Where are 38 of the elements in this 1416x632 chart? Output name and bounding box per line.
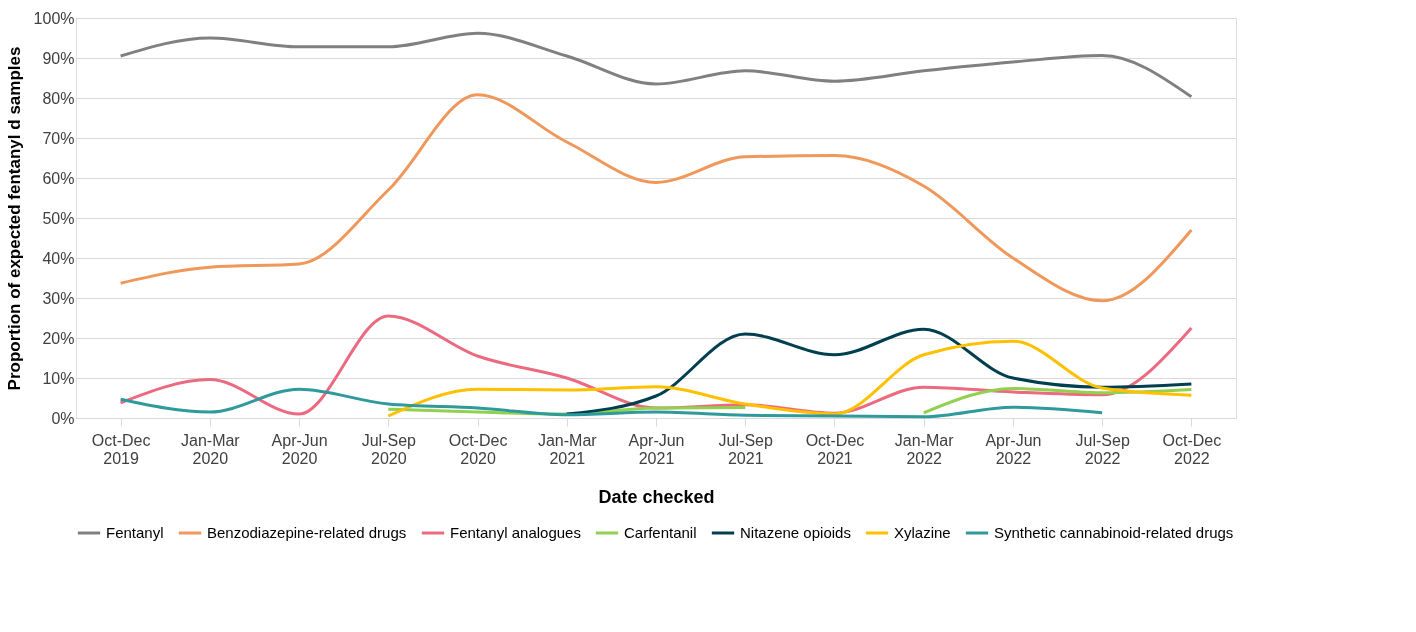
x-tick-label: Jan-Mar 2021	[537, 431, 598, 467]
legend-label: Carfentanil	[624, 524, 697, 541]
legend-label: Nitazene opioids	[740, 524, 851, 541]
y-tick-label: 60%	[42, 169, 75, 187]
line-series	[119, 31, 1193, 99]
x-tick-label: Oct-Dec 2020	[448, 431, 508, 467]
y-tick-label: 30%	[42, 289, 75, 307]
y-tick-label: 90%	[42, 49, 75, 67]
legend-label: Benzodiazepine-related drugs	[207, 524, 407, 541]
x-tick-label: Jul-Sep 2022	[1075, 431, 1130, 467]
y-tick-label: 40%	[42, 249, 75, 267]
line-series	[565, 327, 1193, 416]
legend-label: Xylazine	[894, 524, 951, 541]
line-series	[119, 387, 1104, 419]
line-series	[386, 339, 1193, 418]
x-tick-label: Apr-Jun 2021	[628, 431, 685, 467]
x-tick-label: Jul-Sep 2021	[718, 431, 773, 467]
line-series	[119, 93, 1193, 303]
x-tick-label: Jul-Sep 2020	[361, 431, 417, 467]
x-tick-label: Apr-Jun 2022	[985, 431, 1042, 467]
y-tick-label: 100%	[33, 9, 75, 27]
y-tick-label: 70%	[42, 129, 75, 147]
x-tick-label: Oct-Dec 2021	[805, 431, 865, 467]
x-tick-label: Oct-Dec 2022	[1162, 431, 1222, 467]
legend-label: Fentanyl	[106, 524, 164, 541]
y-tick-label: 80%	[42, 89, 75, 107]
y-tick-label: 10%	[42, 369, 75, 387]
x-tick-label: Apr-Jun 2020	[271, 431, 328, 467]
y-axis-title: Proportion of expected fentanyl d samples	[4, 46, 24, 391]
legend-label: Synthetic cannabinoid-related drugs	[994, 524, 1234, 541]
y-tick-label: 50%	[42, 209, 75, 227]
y-tick-label: 20%	[42, 329, 75, 347]
x-tick-label: Oct-Dec 2019	[91, 431, 151, 467]
x-tick-label: Jan-Mar 2022	[894, 431, 955, 467]
x-tick-label: Jan-Mar 2020	[181, 431, 241, 467]
y-tick-label: 0%	[51, 409, 75, 427]
legend-label: Fentanyl analogues	[450, 524, 581, 541]
x-axis-title: Date checked	[598, 486, 715, 507]
